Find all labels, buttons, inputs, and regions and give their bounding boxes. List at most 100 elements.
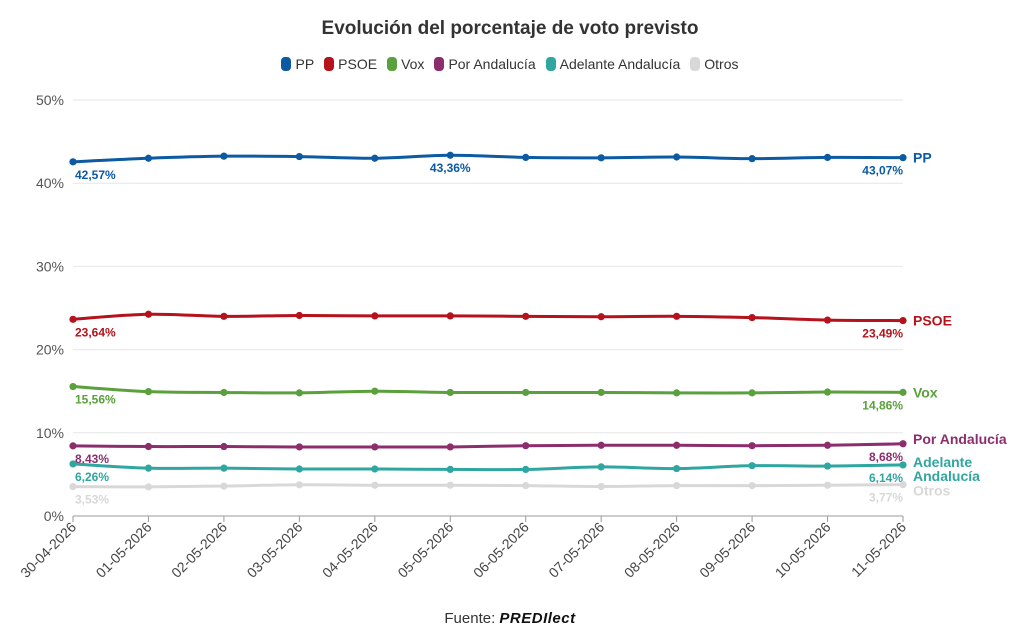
legend-item[interactable]: PP (281, 56, 314, 72)
data-label: 3,53% (75, 493, 109, 507)
series-line (71, 385, 905, 395)
source-brand-logo: PREDIlect (499, 610, 576, 627)
data-point (69, 483, 77, 491)
x-tick-label: 08-05-2026 (621, 519, 683, 581)
data-point (899, 154, 907, 162)
data-point (371, 154, 379, 162)
legend-label: Por Andalucía (448, 56, 536, 72)
chart-title: Evolución del porcentaje de voto previst… (321, 18, 699, 39)
data-point (597, 463, 605, 471)
data-point (673, 482, 681, 490)
series-line (71, 483, 905, 489)
series-line (71, 462, 905, 472)
legend-label: PSOE (338, 56, 378, 72)
data-point (295, 152, 303, 161)
legend-item[interactable]: Otros (690, 56, 739, 72)
data-point (446, 388, 454, 397)
data-point (446, 443, 454, 451)
y-tick-label: 0% (44, 508, 64, 524)
data-point (295, 389, 303, 397)
data-point (295, 311, 303, 320)
data-point (597, 154, 605, 162)
legend-item[interactable]: PSOE (324, 56, 377, 72)
legend-item[interactable]: Por Andalucía (434, 56, 536, 72)
data-point (69, 460, 77, 468)
data-point (522, 312, 530, 320)
data-point (899, 388, 907, 396)
data-label: 3,77% (869, 491, 903, 505)
data-point (220, 312, 228, 320)
data-point (899, 316, 907, 325)
data-point (371, 481, 379, 489)
data-point (823, 462, 832, 470)
x-tick-label: 01-05-2026 (93, 519, 155, 581)
data-label: 42,57% (75, 168, 116, 182)
data-point (371, 312, 379, 320)
data-point (899, 481, 907, 489)
data-point (446, 151, 454, 159)
data-point (673, 389, 681, 397)
series-end-label: Adelante (913, 454, 972, 470)
legend-swatch (281, 57, 292, 71)
data-label: 14,86% (862, 398, 903, 412)
x-tick-label: 09-05-2026 (696, 519, 758, 581)
data-label: 8,43% (75, 452, 109, 466)
data-point (748, 389, 756, 397)
x-tick-label: 04-05-2026 (319, 519, 381, 581)
data-point (597, 441, 605, 449)
y-tick-label: 40% (36, 175, 64, 191)
data-point (295, 465, 303, 473)
series-line (71, 312, 905, 323)
legend-label: Vox (401, 56, 425, 72)
data-point (144, 154, 153, 162)
data-point (144, 388, 153, 396)
data-point (522, 388, 530, 397)
legend-swatch (690, 57, 701, 71)
data-point (69, 315, 77, 323)
y-tick-label: 50% (36, 92, 64, 108)
legend-swatch (387, 57, 398, 71)
series-end-label: Otros (913, 483, 951, 499)
data-point (899, 461, 907, 469)
data-label: 43,36% (430, 161, 471, 175)
data-label: 15,56% (75, 393, 116, 407)
legend-swatch (545, 57, 556, 71)
data-point (371, 443, 379, 451)
data-point (446, 465, 454, 474)
x-tick-label: 05-05-2026 (394, 519, 456, 581)
data-point (522, 465, 530, 474)
legend-item[interactable]: Adelante Andalucía (545, 56, 680, 72)
legend-item[interactable]: Vox (387, 56, 424, 72)
legend-swatch (434, 57, 445, 71)
data-point (748, 313, 756, 322)
x-tick-label: 07-05-2026 (545, 519, 607, 581)
data-point (69, 382, 77, 391)
data-point (673, 464, 681, 473)
data-point (144, 464, 153, 472)
x-tick-label: 02-05-2026 (168, 519, 230, 581)
chart-legend: PP PSOE Vox Por Andalucía Adelante Andalucía… (0, 56, 1020, 72)
data-point (522, 442, 530, 450)
x-tick-label: 03-05-2026 (244, 519, 306, 581)
data-point (220, 482, 228, 490)
data-point (69, 158, 77, 166)
data-point (295, 481, 303, 489)
data-point (371, 465, 379, 473)
data-point (446, 481, 454, 489)
series-end-label: PSOE (913, 313, 952, 329)
data-point (748, 462, 756, 470)
data-point (144, 310, 153, 318)
x-tick-label: 30-04-2026 (17, 519, 79, 581)
x-tick-label: 10-05-2026 (772, 519, 834, 581)
data-point (823, 153, 832, 162)
series-end-label: Andalucía (913, 468, 980, 484)
y-tick-label: 10% (36, 425, 64, 441)
data-point (69, 442, 77, 450)
data-point (522, 482, 530, 490)
data-point (220, 464, 228, 472)
data-point (144, 442, 153, 451)
series-end-label: Vox (913, 384, 938, 400)
legend-label: PP (295, 56, 315, 72)
data-point (673, 441, 681, 449)
data-point (823, 441, 832, 449)
